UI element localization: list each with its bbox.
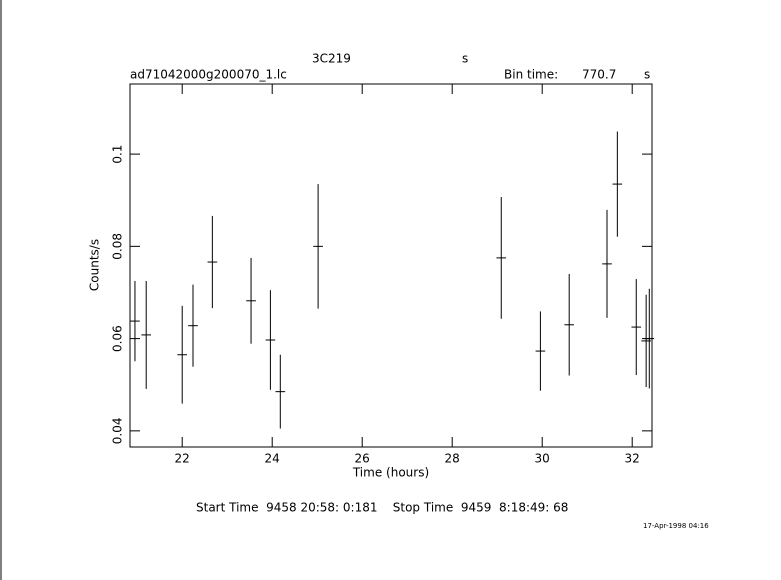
y-tick-label: 0.06 [111,325,125,352]
x-tick-label: 30 [535,452,550,466]
timestamp: 17-Apr-1998 04:16 [643,522,709,530]
x-tick-label: 26 [355,452,370,466]
y-tick-label: 0.1 [111,145,125,164]
y-tick-label: 0.08 [111,233,125,260]
x-axis-label: Time (hours) [352,466,429,480]
bin-time-label: Bin time: [504,68,558,82]
x-tick-label: 24 [265,452,280,466]
x-tick-label: 22 [175,452,190,466]
bin-time-unit: s [644,68,650,82]
chart-title: 3C219 [312,52,351,66]
time-range: Start Time 9458 20:58: 0:181 Stop Time 9… [196,501,568,515]
bin-time: 770.7 [582,68,616,82]
file-name: ad71042000g200070_1.lc [130,68,287,82]
plot-frame [129,83,653,448]
x-tick-label: 32 [625,452,640,466]
x-tick-label: 28 [445,452,460,466]
y-tick-label: 0.04 [111,417,125,444]
y-axis-label: Counts/s [88,239,102,291]
title-unit: s [462,52,468,66]
